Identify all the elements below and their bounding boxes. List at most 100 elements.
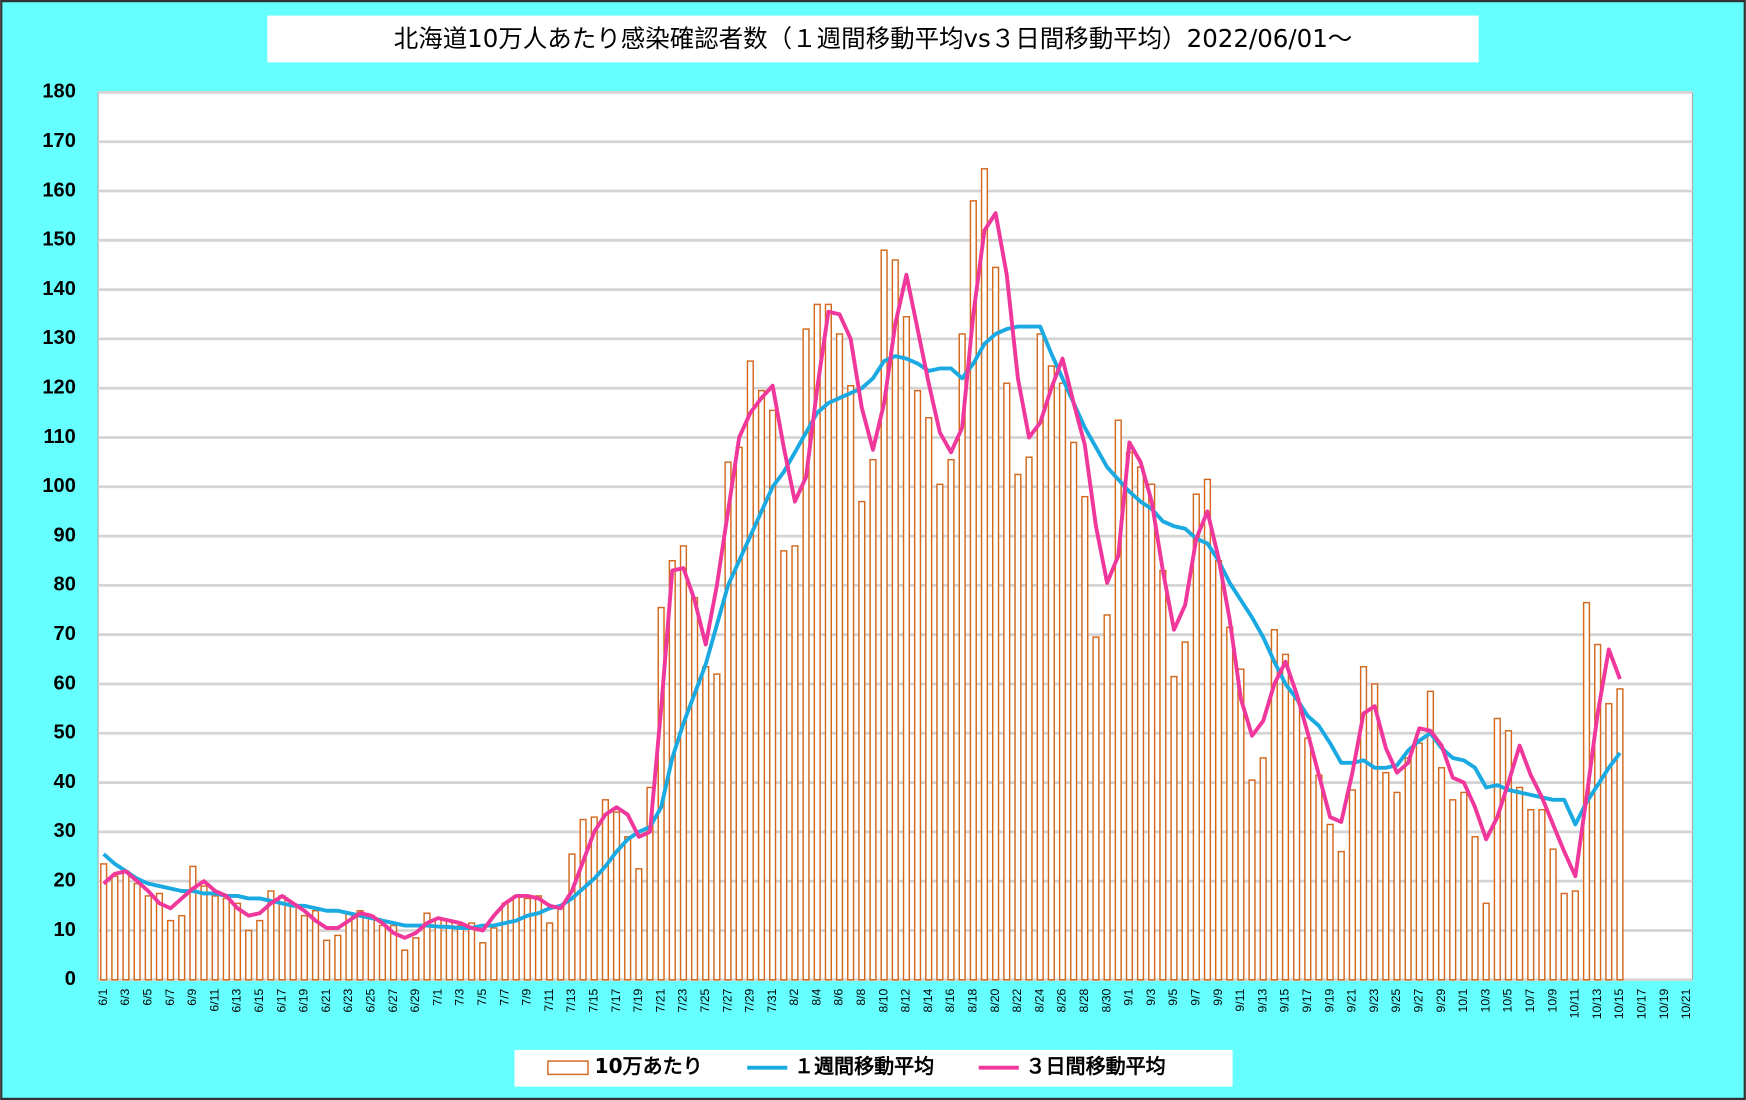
y-tick-label: 10: [54, 919, 76, 941]
bar: [1081, 495, 1089, 981]
bar: [467, 922, 476, 981]
x-tick-label: 6/13: [230, 988, 244, 1012]
bar: [189, 865, 197, 981]
bar: [735, 446, 743, 981]
legend-label: ３日間移動平均: [1025, 1054, 1165, 1078]
bar: [1393, 791, 1401, 981]
bar: [378, 924, 387, 981]
bar: [936, 483, 944, 981]
bar: [256, 919, 264, 981]
y-tick-label: 120: [42, 376, 75, 398]
bar: [1359, 665, 1368, 981]
bar: [1326, 823, 1334, 981]
bar: [958, 333, 966, 981]
x-tick-label: 7/5: [475, 988, 489, 1005]
bar: [1571, 890, 1579, 981]
x-tick-label: 8/22: [1010, 988, 1024, 1012]
x-tick-label: 9/13: [1255, 988, 1269, 1012]
line: [102, 211, 1622, 940]
bar: [233, 902, 242, 981]
bar: [835, 333, 844, 981]
bar: [389, 924, 398, 981]
x-tick-label: 9/25: [1389, 988, 1403, 1012]
bar: [412, 937, 420, 981]
x-tick-label: 7/1: [430, 988, 444, 1005]
bar: [1482, 902, 1490, 981]
bar: [122, 870, 130, 981]
x-tick-label: 10/13: [1590, 988, 1604, 1019]
bar: [1148, 483, 1156, 981]
bar: [334, 934, 342, 981]
bar: [1226, 626, 1234, 981]
x-tick-label: 10/9: [1545, 988, 1559, 1012]
bar: [902, 315, 911, 981]
bar: [523, 897, 531, 981]
x-tick-label: 7/19: [631, 988, 645, 1012]
title-box: [267, 15, 1479, 63]
legend-box: [514, 1049, 1233, 1087]
bar: [1214, 560, 1223, 981]
x-tick-label: 7/11: [542, 988, 556, 1011]
bar: [746, 360, 754, 981]
bar: [512, 895, 520, 981]
bar: [969, 200, 977, 981]
bar: [423, 912, 431, 981]
x-tick-label: 9/21: [1345, 988, 1359, 1012]
x-tick-label: 7/25: [698, 988, 712, 1012]
x-tick-label: 8/4: [809, 988, 823, 1005]
x-tick-label: 9/9: [1211, 988, 1225, 1005]
x-tick-label: 9/1: [1122, 988, 1136, 1005]
x-tick-label: 8/10: [876, 988, 890, 1012]
bar: [1348, 789, 1357, 981]
bar: [757, 389, 766, 981]
bar: [1281, 653, 1290, 981]
bar: [278, 895, 286, 981]
bar: [679, 545, 688, 981]
x-tick-label: 9/17: [1300, 988, 1314, 1012]
x-tick-label: 7/3: [453, 988, 467, 1005]
bar: [501, 902, 509, 981]
bar: [1560, 892, 1568, 981]
y-tick-label: 150: [42, 229, 75, 251]
bar: [1036, 333, 1044, 981]
bar: [1527, 808, 1535, 981]
x-tick-label: 7/13: [564, 988, 578, 1012]
y-tick-label: 110: [44, 426, 76, 448]
bar: [1025, 456, 1033, 981]
bar: [1237, 668, 1245, 981]
x-tick-label: 7/7: [497, 988, 511, 1005]
y-tick-label: 80: [54, 574, 76, 596]
bar: [166, 919, 175, 981]
bar: [624, 836, 632, 981]
bar: [1315, 774, 1323, 981]
x-tick-label: 10/19: [1657, 988, 1671, 1019]
y-tick-label: 170: [42, 130, 75, 152]
bar: [155, 892, 164, 981]
bar: [401, 949, 409, 981]
x-tick-label: 10/1: [1456, 988, 1470, 1012]
bar: [635, 868, 643, 981]
bar: [1304, 737, 1312, 981]
bar: [925, 417, 933, 981]
bar: [590, 816, 598, 981]
x-tick-label: 7/9: [520, 988, 534, 1005]
x-tick-label: 8/26: [1055, 988, 1069, 1012]
bar: [769, 409, 777, 981]
x-tick-label: 8/2: [787, 988, 801, 1005]
y-tick-label: 160: [42, 179, 75, 201]
bar: [244, 929, 253, 981]
bar: [479, 942, 487, 981]
bar: [579, 818, 587, 981]
x-tick-label: 10/3: [1478, 988, 1492, 1012]
bar: [1259, 757, 1267, 981]
bar: [1070, 441, 1078, 981]
bar: [724, 461, 732, 981]
x-tick-label: 7/17: [609, 988, 623, 1012]
x-tick-label: 9/27: [1412, 988, 1426, 1012]
bar: [1449, 799, 1457, 981]
legend-label: 10万あたり: [595, 1054, 703, 1078]
x-tick-label: 7/21: [653, 988, 667, 1012]
x-tick-label: 10/5: [1501, 988, 1515, 1012]
bar: [1003, 382, 1011, 981]
bar: [1426, 690, 1435, 981]
